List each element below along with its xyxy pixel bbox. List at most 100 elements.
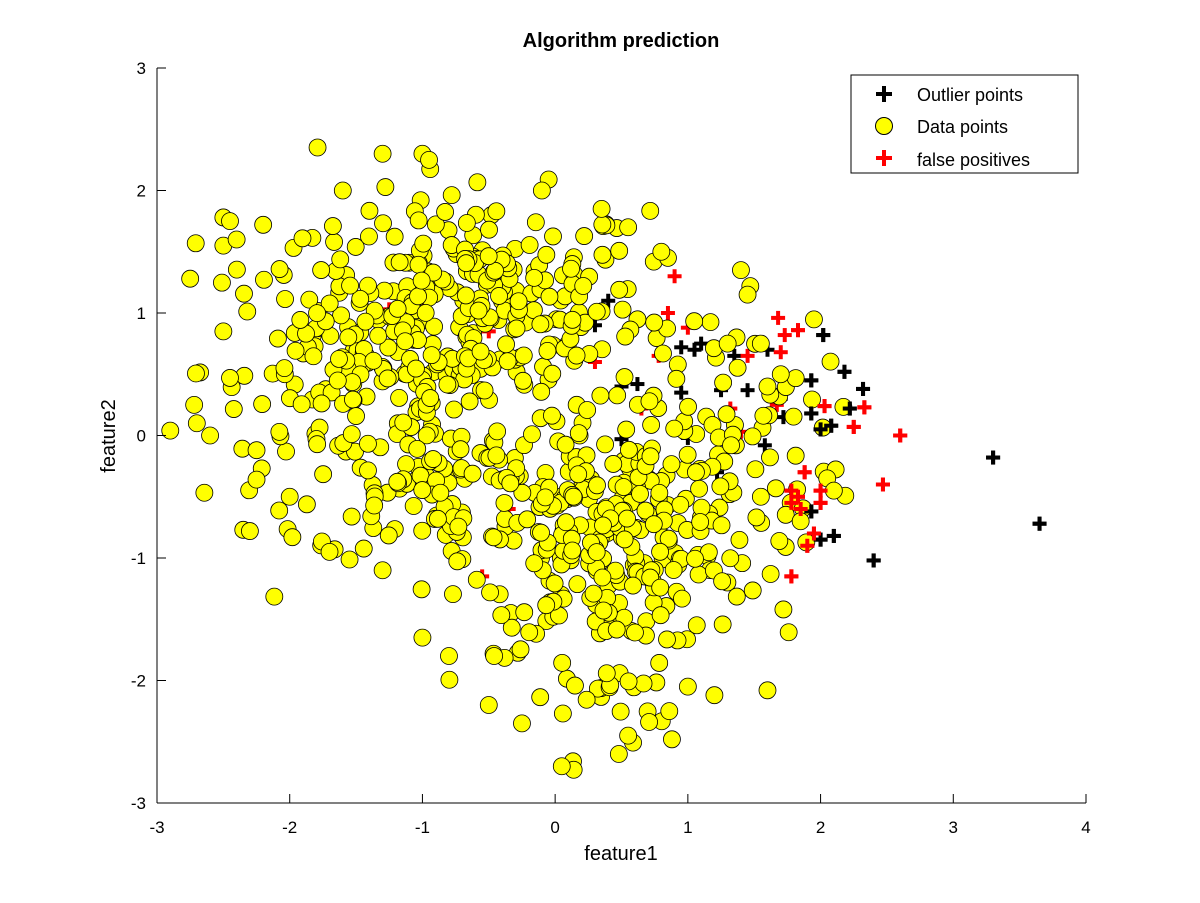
x-tick-label: 2	[816, 818, 825, 837]
data-point	[824, 481, 843, 500]
data-point	[247, 470, 266, 489]
false-positive-point	[806, 526, 821, 541]
data-point	[650, 483, 669, 502]
x-tick-label: 1	[683, 818, 692, 837]
false-positive-point	[773, 345, 788, 360]
data-point	[631, 485, 649, 503]
data-point	[265, 587, 284, 606]
false-positive-point	[846, 419, 861, 434]
data-point	[227, 260, 246, 279]
data-point	[385, 227, 404, 246]
data-point	[634, 674, 653, 693]
data-point	[373, 144, 392, 163]
false-positive-point	[797, 465, 812, 480]
data-point	[201, 426, 219, 445]
data-point	[614, 478, 633, 496]
data-point	[543, 406, 561, 425]
data-point	[471, 342, 490, 361]
data-point	[276, 290, 294, 308]
data-point	[578, 401, 597, 419]
legend: Outlier points Data points false positiv…	[850, 74, 1079, 174]
y-axis-label: feature2	[98, 399, 120, 472]
data-point	[320, 542, 339, 561]
data-point	[593, 245, 612, 264]
data-point	[563, 541, 582, 560]
data-point	[308, 435, 327, 454]
data-point	[596, 435, 614, 454]
data-point	[619, 218, 638, 237]
x-tick-label: -1	[415, 818, 430, 837]
data-point	[312, 261, 331, 279]
data-point	[701, 313, 720, 332]
data-point	[642, 416, 661, 434]
data-point	[686, 549, 704, 568]
data-point	[721, 549, 740, 568]
legend-label-false-positive: false positives	[917, 150, 1030, 170]
data-point	[429, 509, 447, 528]
data-point	[610, 280, 629, 299]
data-point	[407, 359, 425, 378]
data-point	[771, 365, 790, 384]
data-point	[593, 215, 612, 234]
data-point	[328, 371, 347, 390]
data-point	[275, 359, 294, 378]
data-point	[331, 250, 350, 269]
data-point	[525, 268, 544, 287]
data-point	[240, 522, 259, 540]
data-point	[409, 287, 427, 306]
data-point	[597, 664, 616, 683]
data-point	[640, 392, 659, 411]
outlier-point	[842, 401, 857, 416]
data-point	[685, 312, 704, 331]
data-point	[718, 334, 737, 353]
outlier-point	[1032, 516, 1047, 531]
data-point	[805, 310, 823, 329]
data-point	[413, 481, 432, 499]
data-point	[342, 425, 361, 444]
x-tick-label: 4	[1081, 818, 1090, 837]
data-point	[746, 460, 765, 479]
data-point	[569, 424, 588, 442]
false-positive-point	[793, 502, 808, 516]
data-point	[438, 375, 457, 394]
data-point	[498, 352, 517, 371]
data-point	[538, 342, 557, 360]
data-point	[717, 405, 736, 424]
data-point	[687, 616, 706, 635]
data-point	[821, 352, 840, 371]
data-point	[451, 440, 470, 459]
data-point	[359, 434, 377, 453]
legend-label-data: Data points	[917, 117, 1008, 137]
false-positive-point	[875, 477, 890, 492]
data-point	[479, 696, 498, 714]
false-positive-point	[800, 538, 815, 553]
outlier-point	[674, 340, 689, 355]
data-point	[270, 422, 289, 441]
data-point	[481, 583, 499, 602]
false-positive-point	[784, 483, 799, 498]
data-point	[291, 311, 310, 329]
data-point	[351, 289, 370, 308]
outlier-point	[986, 450, 1001, 465]
data-point	[761, 448, 779, 467]
data-point	[277, 442, 295, 461]
data-point	[786, 446, 805, 465]
data-point	[238, 302, 257, 321]
data-point	[761, 565, 780, 583]
data-point	[594, 516, 612, 535]
data-point	[424, 450, 443, 468]
false-positive-point	[817, 399, 832, 414]
data-point	[347, 407, 365, 425]
data-point	[457, 254, 476, 273]
data-point	[195, 483, 214, 502]
data-point	[187, 414, 206, 433]
data-point	[660, 702, 679, 721]
data-point	[497, 335, 515, 354]
data-point	[711, 477, 730, 496]
outlier-point	[866, 553, 881, 568]
data-point	[592, 199, 611, 218]
data-point	[185, 395, 204, 414]
data-point	[320, 294, 339, 313]
data-point	[671, 495, 690, 514]
